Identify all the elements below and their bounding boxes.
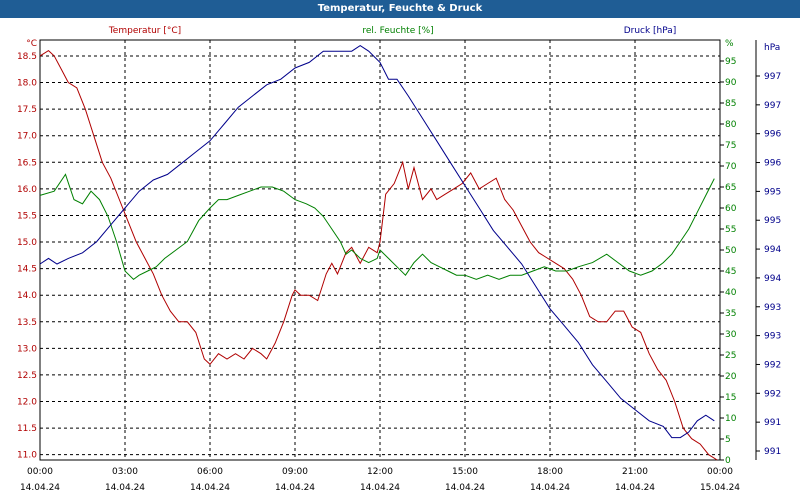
x-tick-time: 09:00 bbox=[282, 467, 308, 477]
x-tick-date: 14.04.24 bbox=[530, 483, 570, 493]
temperature-tick-label: 17.5 bbox=[17, 105, 37, 115]
x-tick-date: 14.04.24 bbox=[615, 483, 655, 493]
humidity-tick-label: 55 bbox=[725, 225, 736, 235]
temperature-tick-label: 13.5 bbox=[17, 318, 37, 328]
humidity-tick-label: 90 bbox=[725, 78, 737, 88]
pressure-tick-label: 991 bbox=[764, 447, 781, 457]
x-tick-time: 00:00 bbox=[27, 467, 53, 477]
humidity-tick-label: 10 bbox=[725, 414, 737, 424]
pressure-tick-label: 992 bbox=[764, 360, 781, 370]
x-tick-time: 12:00 bbox=[367, 467, 393, 477]
pressure-tick-label: 992 bbox=[764, 389, 781, 399]
pressure-tick-label: 996 bbox=[764, 130, 781, 140]
x-tick-date: 14.04.24 bbox=[190, 483, 230, 493]
humidity-tick-label: 45 bbox=[725, 267, 736, 277]
window-title: Temperatur, Feuchte & Druck bbox=[0, 0, 800, 18]
temperature-tick-label: 12.5 bbox=[17, 371, 37, 381]
x-tick-time: 00:00 bbox=[707, 467, 733, 477]
pressure-tick-label: 994 bbox=[764, 274, 781, 284]
humidity-tick-label: 50 bbox=[725, 246, 737, 256]
x-tick-time: 15:00 bbox=[452, 467, 478, 477]
humidity-tick-label: 35 bbox=[725, 309, 736, 319]
pressure-axis-label: Druck [hPa] bbox=[624, 26, 677, 36]
humidity-tick-label: 20 bbox=[725, 372, 737, 382]
x-tick-time: 18:00 bbox=[537, 467, 563, 477]
pressure-tick-label: 995 bbox=[764, 187, 781, 197]
temperature-tick-label: 15.5 bbox=[17, 211, 37, 221]
x-tick-time: 21:00 bbox=[622, 467, 648, 477]
temperature-unit: °C bbox=[26, 39, 37, 49]
x-tick-date: 14.04.24 bbox=[275, 483, 315, 493]
humidity-tick-label: 5 bbox=[725, 435, 731, 445]
x-tick-time: 03:00 bbox=[112, 467, 138, 477]
temperature-tick-label: 14.5 bbox=[17, 265, 37, 275]
humidity-tick-label: 30 bbox=[725, 330, 737, 340]
temperature-tick-label: 16.0 bbox=[17, 185, 37, 195]
humidity-tick-label: 80 bbox=[725, 120, 737, 130]
pressure-tick-label: 994 bbox=[764, 245, 781, 255]
series-line-pressure bbox=[39, 45, 715, 439]
temperature-axis-label: Temperatur [°C] bbox=[108, 26, 181, 36]
x-tick-time: 06:00 bbox=[197, 467, 223, 477]
temperature-tick-label: 12.0 bbox=[17, 398, 37, 408]
temperature-tick-label: 11.5 bbox=[17, 424, 37, 434]
x-tick-date: 15.04.24 bbox=[700, 483, 740, 493]
x-tick-date: 14.04.24 bbox=[445, 483, 485, 493]
pressure-tick-label: 997 bbox=[764, 101, 781, 111]
humidity-tick-label: 70 bbox=[725, 162, 737, 172]
humidity-tick-label: 15 bbox=[725, 393, 736, 403]
pressure-tick-label: 996 bbox=[764, 159, 781, 169]
humidity-tick-label: 0 bbox=[725, 456, 731, 466]
humidity-tick-label: 60 bbox=[725, 204, 737, 214]
temperature-tick-label: 13.0 bbox=[17, 344, 37, 354]
series-line-humidity bbox=[39, 173, 715, 281]
humidity-unit: % bbox=[725, 39, 734, 49]
temperature-tick-label: 16.5 bbox=[17, 158, 37, 168]
humidity-axis-label: rel. Feuchte [%] bbox=[362, 26, 433, 36]
pressure-tick-label: 993 bbox=[764, 332, 781, 342]
humidity-tick-label: 85 bbox=[725, 99, 736, 109]
series-line-temperature bbox=[39, 49, 718, 461]
humidity-tick-label: 25 bbox=[725, 351, 736, 361]
pressure-unit: hPa bbox=[764, 43, 780, 53]
pressure-tick-label: 993 bbox=[764, 303, 781, 313]
pressure-tick-label: 991 bbox=[764, 418, 781, 428]
x-tick-date: 14.04.24 bbox=[360, 483, 400, 493]
temperature-tick-label: 15.0 bbox=[17, 238, 37, 248]
humidity-tick-label: 95 bbox=[725, 57, 736, 67]
temperature-tick-label: 18.5 bbox=[17, 52, 37, 62]
chart-plot: 00:00 14.04.24 03:00 14.04.24 06:00 14.04.24 0… bbox=[17, 26, 781, 493]
temperature-tick-label: 18.0 bbox=[17, 79, 37, 89]
humidity-tick-label: 65 bbox=[725, 183, 736, 193]
temperature-tick-label: 17.0 bbox=[17, 132, 37, 142]
pressure-tick-label: 995 bbox=[764, 216, 781, 226]
humidity-tick-label: 75 bbox=[725, 141, 736, 151]
x-tick-date: 14.04.24 bbox=[105, 483, 145, 493]
temperature-tick-label: 14.0 bbox=[17, 291, 37, 301]
temperature-tick-label: 11.0 bbox=[17, 451, 37, 461]
pressure-tick-label: 997 bbox=[764, 72, 781, 82]
x-tick-date: 14.04.24 bbox=[20, 483, 60, 493]
humidity-tick-label: 40 bbox=[725, 288, 737, 298]
